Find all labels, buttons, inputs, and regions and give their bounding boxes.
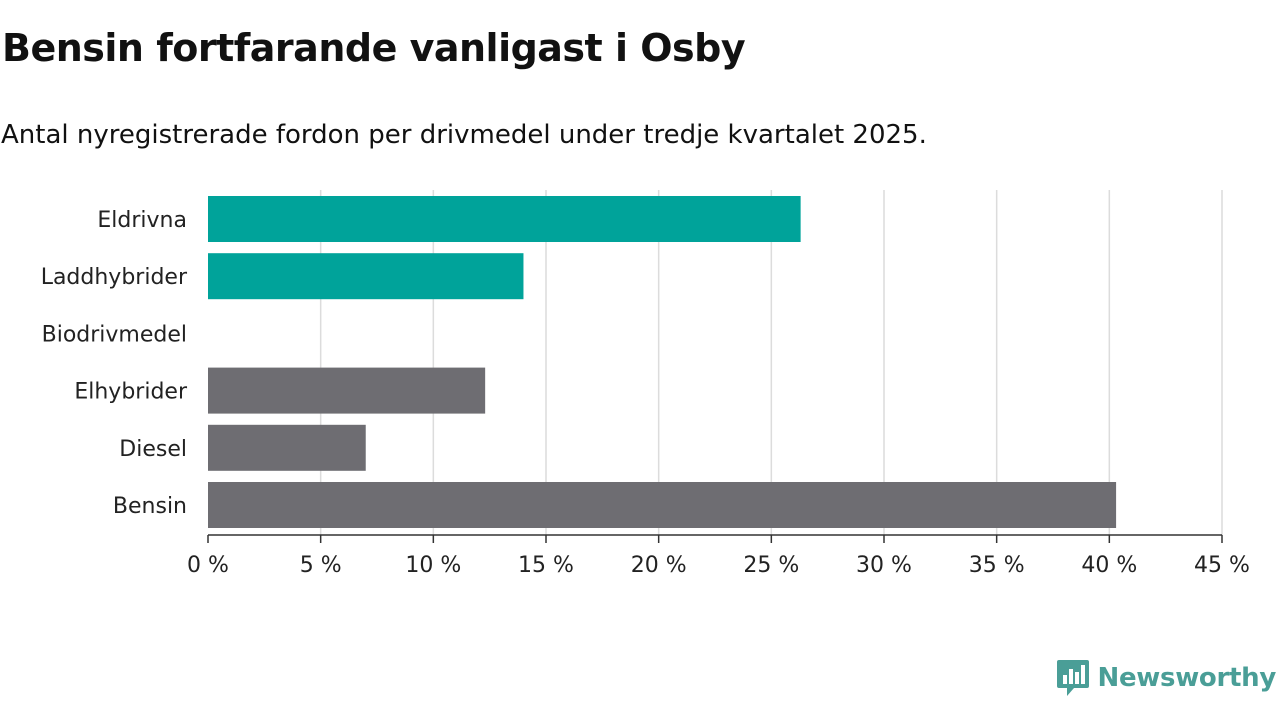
- grid-lines: [319, 190, 1223, 535]
- category-label: Elhybrider: [74, 380, 188, 405]
- category-label: Eldrivna: [97, 208, 187, 233]
- x-tick-label: 15 %: [518, 553, 574, 578]
- chart-subtitle: Antal nyregistrerade fordon per drivmede…: [1, 120, 927, 150]
- bar-bensin: [208, 482, 1117, 528]
- category-labels: Eldrivna Laddhybrider Biodrivmedel Elhybrid…: [41, 208, 188, 519]
- x-tick-label: 25 %: [743, 553, 799, 578]
- x-tick-label: 20 %: [631, 553, 687, 578]
- x-tick-label: 40 %: [1081, 553, 1137, 578]
- x-axis: 0 % 5 % 10 % 15 % 20 % 25 % 30 % 35 % 40 % 45 %: [187, 534, 1250, 578]
- newsworthy-logo: Newsworthy: [1056, 658, 1276, 698]
- category-label: Diesel: [119, 437, 187, 462]
- bar-chart: 0 % 5 % 10 % 15 % 20 % 25 % 30 % 35 % 40 % 45 % E…: [41, 190, 1250, 578]
- bar-elhybrider: [208, 367, 486, 414]
- x-tick-label: 10 %: [405, 553, 461, 578]
- category-label: Biodrivmedel: [42, 322, 187, 347]
- newsworthy-logo-text: Newsworthy: [1097, 663, 1277, 693]
- bars: [208, 196, 1117, 528]
- x-tick-label: 45 %: [1194, 553, 1250, 578]
- category-label: Laddhybrider: [41, 265, 188, 290]
- x-tick-label: 0 %: [187, 553, 229, 578]
- newsworthy-logo-icon: [1056, 660, 1089, 696]
- bar-eldrivna: [208, 196, 801, 242]
- category-label: Bensin: [113, 494, 187, 519]
- x-tick-label: 30 %: [856, 553, 912, 578]
- chart-title: Bensin fortfarande vanligast i Osby: [2, 26, 746, 70]
- bar-diesel: [208, 424, 366, 471]
- x-tick-label: 35 %: [969, 553, 1025, 578]
- x-tick-label: 5 %: [300, 553, 342, 578]
- bar-laddhybrider: [208, 253, 524, 300]
